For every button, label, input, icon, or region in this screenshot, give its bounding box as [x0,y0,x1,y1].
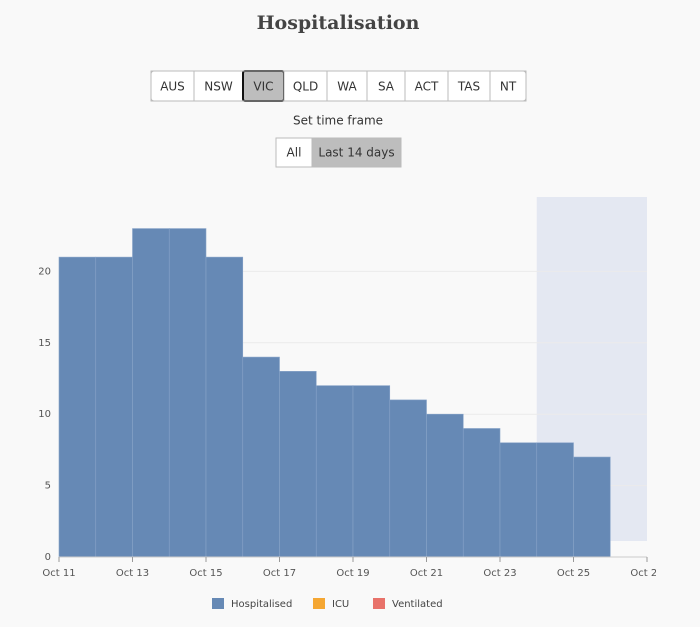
bar [205,256,244,558]
region-button[interactable]: ACT [404,70,449,102]
region-button[interactable]: SA [366,70,406,102]
y-tick-label: 20 [38,266,51,277]
button-label[interactable]: QLD [293,80,318,94]
button-label[interactable]: WA [337,80,357,94]
button-label[interactable]: SA [378,80,395,94]
legend-label: ICU [332,599,349,610]
x-tick-label: Oct 19 [336,568,369,579]
bar [389,399,427,558]
region-button[interactable]: NSW [193,70,244,102]
legend-label: Ventilated [392,599,443,610]
plot: 0 5 10 15 20 Oct 11 Oct 13 Oct 15 Oct 17 Oct 19 Oc… [38,197,663,579]
legend-swatch [313,598,325,609]
bar [279,371,317,558]
bar [426,413,464,558]
button-label[interactable]: NSW [204,80,233,94]
legend-label: Hospitalised [231,599,292,610]
chart-title: Hospitalisation [257,12,420,34]
region-button[interactable]: AUS [150,70,195,102]
x-tick-label: Oct 23 [483,568,516,579]
bar [315,385,354,558]
button-bg [366,70,406,102]
legend-swatch [373,598,385,609]
y-tick-label: 10 [38,409,51,420]
y-tick-label: 15 [38,338,51,349]
region-button[interactable]: VIC [242,70,285,102]
button-group-border [150,70,527,102]
bar [499,442,538,558]
x-tick-label: Oct 25 [557,568,590,579]
button-bg [275,137,313,168]
bar [95,256,133,558]
x-tick-label: Oct 15 [189,568,222,579]
bar [462,428,501,558]
x-tick-label: Oct 17 [263,568,296,579]
button-label[interactable]: VIC [253,80,273,94]
button-label[interactable]: Last 14 days [318,146,394,160]
button-label[interactable]: TAS [457,80,480,94]
bar [168,228,207,558]
bar [242,356,280,558]
button-bg [489,70,527,102]
y-tick-label: 5 [45,481,51,492]
region-button[interactable]: WA [326,70,368,102]
x-tick-label: Oct 11 [42,568,75,579]
bar [132,228,170,558]
region-button[interactable]: TAS [447,70,491,102]
bar [352,385,391,558]
time-frame-button[interactable]: All [275,137,313,168]
region-button[interactable]: NT [489,70,527,102]
button-label[interactable]: NT [500,80,517,94]
time-frame-label: Set time frame [293,114,383,128]
y-tick-label: 0 [45,552,51,563]
bar [573,456,611,558]
x-tick-label: Oct 27 [630,568,663,579]
x-tick-label: Oct 21 [410,568,443,579]
x-tick-label: Oct 13 [116,568,149,579]
button-bg [311,137,402,168]
legend-swatch [212,598,224,609]
button-label[interactable]: All [287,146,302,160]
bar [536,442,574,558]
time-frame-button[interactable]: Last 14 days [311,137,402,168]
region-button[interactable]: QLD [283,70,328,102]
button-label[interactable]: AUS [160,80,185,94]
bar [58,256,97,558]
button-label[interactable]: ACT [415,80,439,94]
